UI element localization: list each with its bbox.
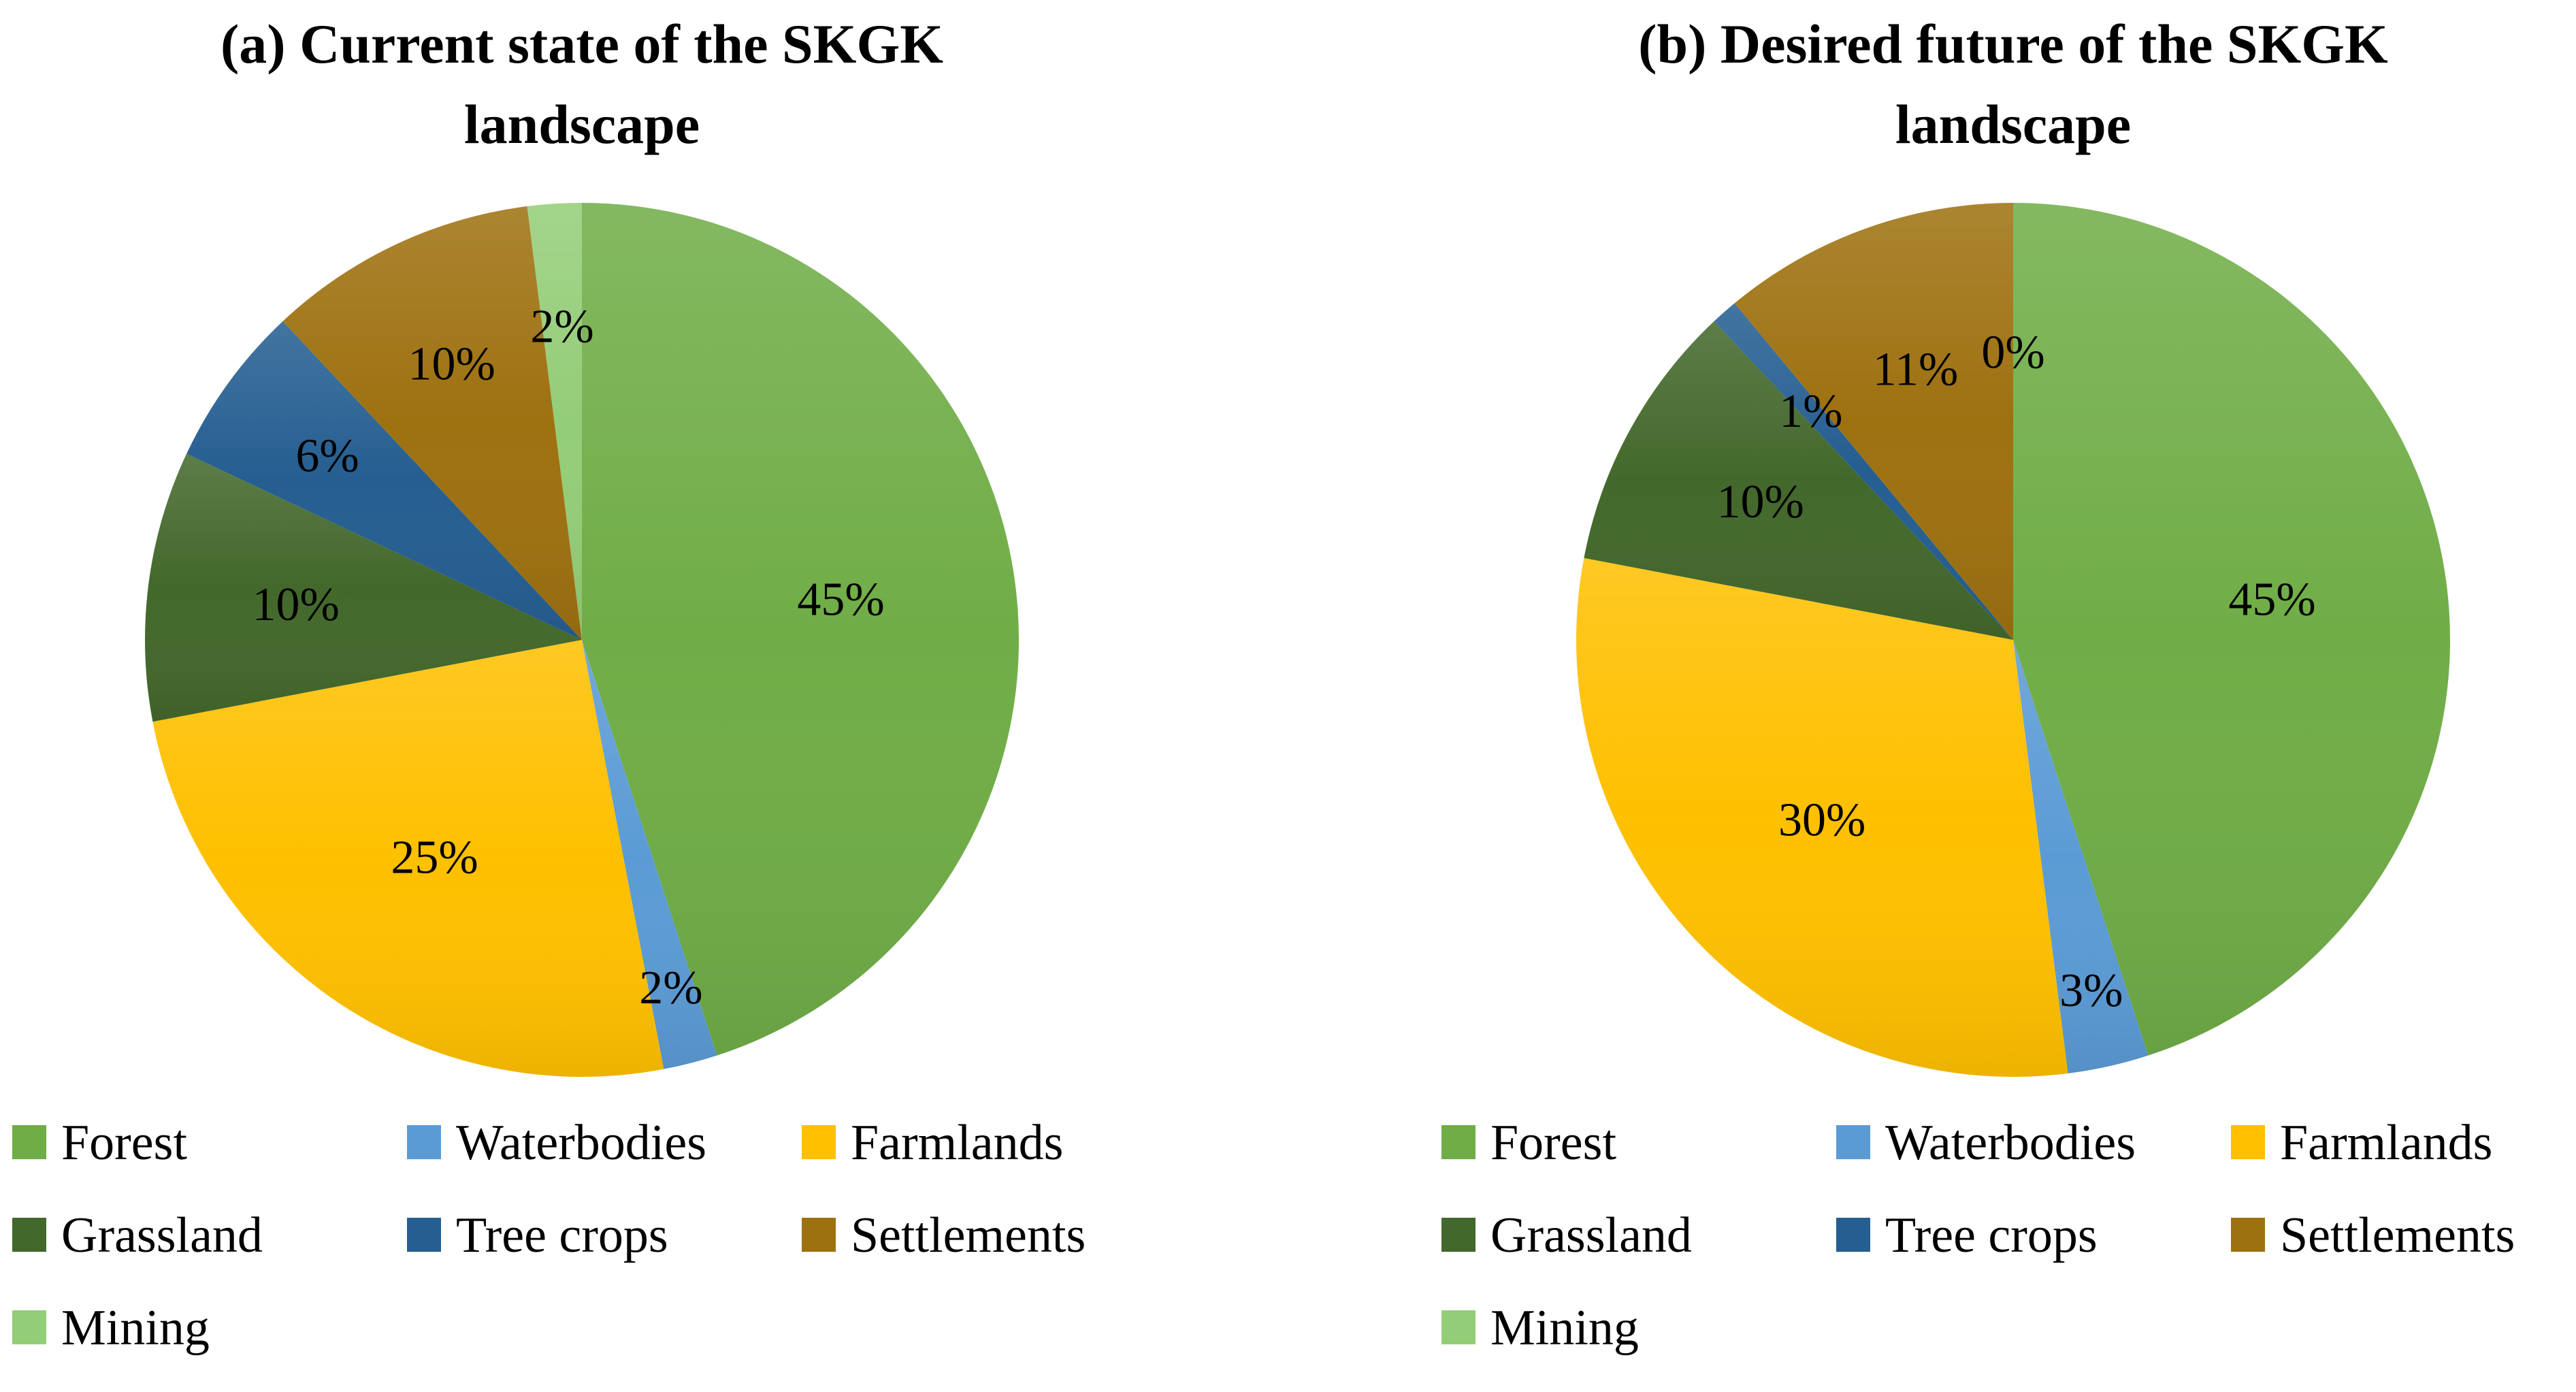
data-label-farmlands: 30% [1778,794,1865,847]
legend-label: Mining [1490,1300,1639,1356]
legend-swatch [802,1218,836,1252]
data-label-mining: 2% [530,301,593,353]
pie-slice-shading [144,453,582,722]
pie-slice-shading [2013,203,2450,1056]
legend-label: Farmlands [851,1115,1063,1171]
pie-slice-shading [282,206,582,640]
data-label-forest: 45% [797,574,884,626]
legend-swatch [2231,1218,2265,1252]
pie-chart-desired: (b) Desired future of the SKGK landscape… [1441,13,2515,1356]
legend-item-tree-crops: Tree crops [1836,1208,2098,1263]
pie-slice-shading [186,321,582,640]
legend-swatch [1836,1218,1870,1252]
legend-swatch [407,1125,441,1159]
legend-item-settlements: Settlements [2231,1208,2515,1263]
legend-label: Forest [61,1115,187,1171]
legend-label: Settlements [2280,1208,2515,1263]
legend-label: Tree crops [1885,1208,2098,1263]
legend-label: Farmlands [2280,1115,2492,1171]
chart-title-line1: (b) Desired future of the SKGK [1638,13,2388,75]
legend-label: Forest [1490,1115,1616,1171]
legend-item-forest: Forest [1441,1115,1616,1171]
pie-slice-shading [152,640,664,1077]
data-label-tree-crops: 1% [1779,385,1842,438]
legend-label: Mining [61,1300,210,1356]
data-label-waterbodies: 3% [2059,965,2123,1017]
legend-swatch [12,1125,46,1159]
chart-title-line2: landscape [464,93,700,155]
chart-title-line1: (a) Current state of the SKGK [221,13,943,75]
legend-swatch [1836,1125,1870,1159]
legend-swatch [12,1310,46,1344]
legend-item-mining: Mining [12,1300,210,1356]
pie-slice-shading [1734,203,2013,640]
pie-slice-shading [582,640,717,1069]
legend-swatch [802,1125,836,1159]
legend-item-tree-crops: Tree crops [407,1208,668,1263]
legend-swatch [2231,1125,2265,1159]
data-label-mining: 0% [1981,326,2044,378]
legend-label: Settlements [851,1208,1086,1263]
legend-swatch [1441,1218,1476,1252]
legend-item-mining: Mining [1441,1300,1639,1356]
legend-item-farmlands: Farmlands [2231,1115,2492,1171]
legend-swatch [1441,1125,1476,1159]
data-label-forest: 45% [2228,574,2315,626]
pie-slice-shading [527,203,582,640]
legend-item-forest: Forest [12,1115,187,1171]
legend-item-farmlands: Farmlands [802,1115,1063,1171]
legend-label: Tree crops [456,1208,668,1263]
legend-label: Waterbodies [456,1115,706,1171]
data-label-grassland: 10% [252,579,339,631]
pie-slice-shading [582,203,1019,1056]
legend-label: Grassland [61,1208,263,1263]
data-label-tree-crops: 6% [295,430,359,482]
pie-slice-shading [2013,640,2149,1073]
legend-swatch [1441,1310,1476,1344]
legend-item-grassland: Grassland [12,1208,263,1263]
pie-slice-shading [1576,557,2068,1077]
pie-slice-shading [1714,303,2013,640]
data-label-farmlands: 25% [391,832,478,884]
legend-item-waterbodies: Waterbodies [1836,1115,2136,1171]
legend-label: Grassland [1490,1208,1692,1263]
pie-slice-shading [1584,321,2013,640]
legend-item-grassland: Grassland [1441,1208,1692,1263]
data-label-settlements: 10% [408,338,495,390]
chart-title-line2: landscape [1895,93,2131,155]
legend-swatch [12,1218,46,1252]
pie-chart-current: (a) Current state of the SKGK landscape … [12,13,1086,1356]
legend-swatch [407,1218,441,1252]
legend-item-settlements: Settlements [802,1208,1086,1263]
data-label-grassland: 10% [1717,476,1804,528]
data-label-settlements: 11% [1873,343,1959,395]
legend-item-waterbodies: Waterbodies [407,1115,706,1171]
legend-label: Waterbodies [1885,1115,2136,1171]
data-label-waterbodies: 2% [639,962,702,1014]
